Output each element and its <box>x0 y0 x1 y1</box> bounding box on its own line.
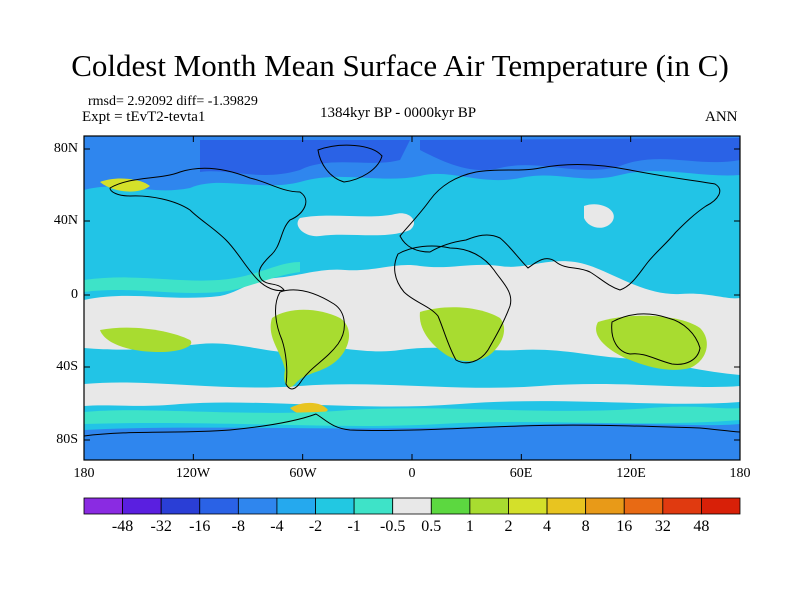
antarctica-cold-region <box>84 423 740 460</box>
colorbar-label: -4 <box>270 518 284 535</box>
south-america-coast <box>275 289 345 390</box>
south-pacific-warm-region <box>100 327 192 352</box>
colorbar-swatch <box>353 497 394 515</box>
colorbar-swatch <box>701 497 741 515</box>
colorbar-swatch <box>315 497 355 515</box>
colorbar-label: 2 <box>504 518 513 535</box>
map-field <box>84 136 740 460</box>
pacific-neutral-patch <box>584 204 614 228</box>
lat-tick-label: 40N <box>53 213 78 228</box>
lat-tick-label: 80S <box>56 432 78 447</box>
colorbar-label: 8 <box>581 518 590 535</box>
lat-tick-label: 40S <box>56 359 78 374</box>
colorbar-label: -48 <box>111 518 134 535</box>
lon-tick-label: 180 <box>729 466 751 481</box>
colorbar-label: 0.5 <box>421 518 442 535</box>
colorbar-label: -1 <box>347 518 361 535</box>
colorbar-label: -8 <box>231 518 245 535</box>
south-america-warm-region <box>270 309 350 388</box>
colorbar-swatch <box>508 497 548 515</box>
equatorial-teal-band <box>84 262 300 293</box>
colorbar-swatch <box>546 497 587 515</box>
lon-tick-label: 60W <box>289 466 317 481</box>
lat-tick-label: 0 <box>71 287 78 302</box>
lon-tick-label: 60E <box>509 466 533 481</box>
lon-tick-label: 120W <box>175 466 211 481</box>
lon-tick-label: 120E <box>616 466 646 481</box>
colorbar-swatch <box>623 497 664 515</box>
australia-warm-region <box>596 315 707 370</box>
colorbar-label: -2 <box>308 518 323 535</box>
tropical-neutral-band <box>84 261 740 375</box>
siberia-cold-region <box>420 138 740 171</box>
eurasia-coast <box>399 163 721 291</box>
africa-warm-region <box>419 307 505 362</box>
colorbar <box>83 497 741 515</box>
period-label: 1384kyr BP - 0000kyr BP <box>320 105 477 121</box>
colorbar-swatch <box>237 497 278 515</box>
alaska-warm-patch <box>100 178 150 192</box>
colorbar-swatch <box>199 497 239 515</box>
colorbar-swatch <box>276 497 316 515</box>
colorbar-label: -16 <box>189 518 211 535</box>
africa-coast <box>394 245 512 364</box>
stats-label: rmsd= 2.92092 diff= -1.39829 <box>88 94 258 109</box>
colorbar-swatch <box>469 497 509 515</box>
canada-cold-region <box>200 140 410 175</box>
colorbar-label: 1 <box>465 518 474 535</box>
coastlines <box>84 144 740 437</box>
colorbar-label: 48 <box>693 518 710 535</box>
lat-tick-label: 80N <box>53 141 78 156</box>
figure-title: Coldest Month Mean Surface Air Temperatu… <box>71 48 729 83</box>
greenland-coast <box>317 144 383 183</box>
antarctica-coast <box>84 413 740 437</box>
southern-neutral-band <box>84 382 740 407</box>
australia-coast <box>611 313 701 365</box>
colorbar-swatch <box>585 497 625 515</box>
southern-ocean-teal-band <box>84 406 740 426</box>
axis-ticks <box>83 136 741 460</box>
colorbar-label: 4 <box>543 518 552 535</box>
colorbar-swatch <box>83 497 123 515</box>
lon-tick-label: 180 <box>73 466 95 481</box>
colorbar-label: -32 <box>150 518 172 535</box>
season-label: ANN <box>705 109 738 125</box>
north-america-coast <box>109 167 307 291</box>
lon-tick-label: 0 <box>408 466 416 481</box>
colorbar-swatch <box>160 497 201 515</box>
colorbar-label: 32 <box>654 518 671 535</box>
colorbar-swatch <box>392 497 432 515</box>
colorbar-label: 16 <box>616 518 633 535</box>
experiment-label: Expt = tEvT2-tevta1 <box>82 109 206 125</box>
colorbar-swatch <box>430 497 471 515</box>
colorbar-swatch <box>662 497 702 515</box>
colorbar-label: -0.5 <box>380 518 406 535</box>
colorbar-swatch <box>122 497 162 515</box>
atlantic-neutral-region <box>297 213 415 237</box>
